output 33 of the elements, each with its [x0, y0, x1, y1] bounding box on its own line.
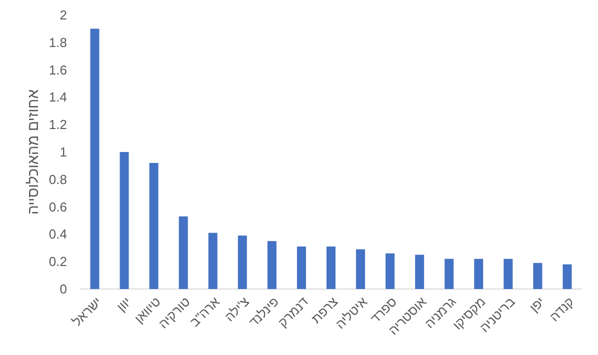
bar	[444, 258, 454, 289]
bar	[504, 258, 513, 289]
y-tick-label: 1.8	[48, 34, 67, 50]
y-tick-label: 0.4	[48, 226, 67, 242]
y-tick-label: 0	[60, 282, 67, 296]
x-tick-label: יפן	[526, 294, 548, 315]
bar	[474, 258, 484, 289]
x-tick-label: קנדה	[546, 294, 577, 324]
bar	[90, 28, 100, 289]
bar	[415, 254, 424, 289]
bar	[562, 264, 572, 289]
bar	[149, 162, 158, 289]
y-tick-label: 2	[60, 8, 67, 22]
y-tick-label: 1.2	[48, 117, 67, 132]
bar	[178, 216, 188, 289]
y-tick-label: 1	[60, 144, 67, 160]
y-tick-label: 1.4	[48, 90, 67, 105]
x-tick-label: ישראל	[69, 294, 104, 330]
bar	[356, 249, 366, 289]
x-tick-label: יוון	[114, 294, 134, 314]
bar	[238, 236, 247, 289]
bar	[533, 262, 542, 289]
y-tick-label: 0.6	[48, 199, 67, 214]
bar	[208, 232, 218, 289]
y-tick-label: 1.6	[48, 62, 67, 78]
bar	[296, 246, 306, 289]
y-axis-title: אחוזים מהאוכלוסייה	[25, 88, 42, 215]
bar	[326, 246, 336, 289]
y-tick-label: 0.2	[48, 254, 67, 270]
y-tick-label: 0.8	[48, 172, 67, 187]
bar	[386, 253, 395, 289]
bar	[267, 241, 276, 289]
bar	[120, 152, 129, 289]
